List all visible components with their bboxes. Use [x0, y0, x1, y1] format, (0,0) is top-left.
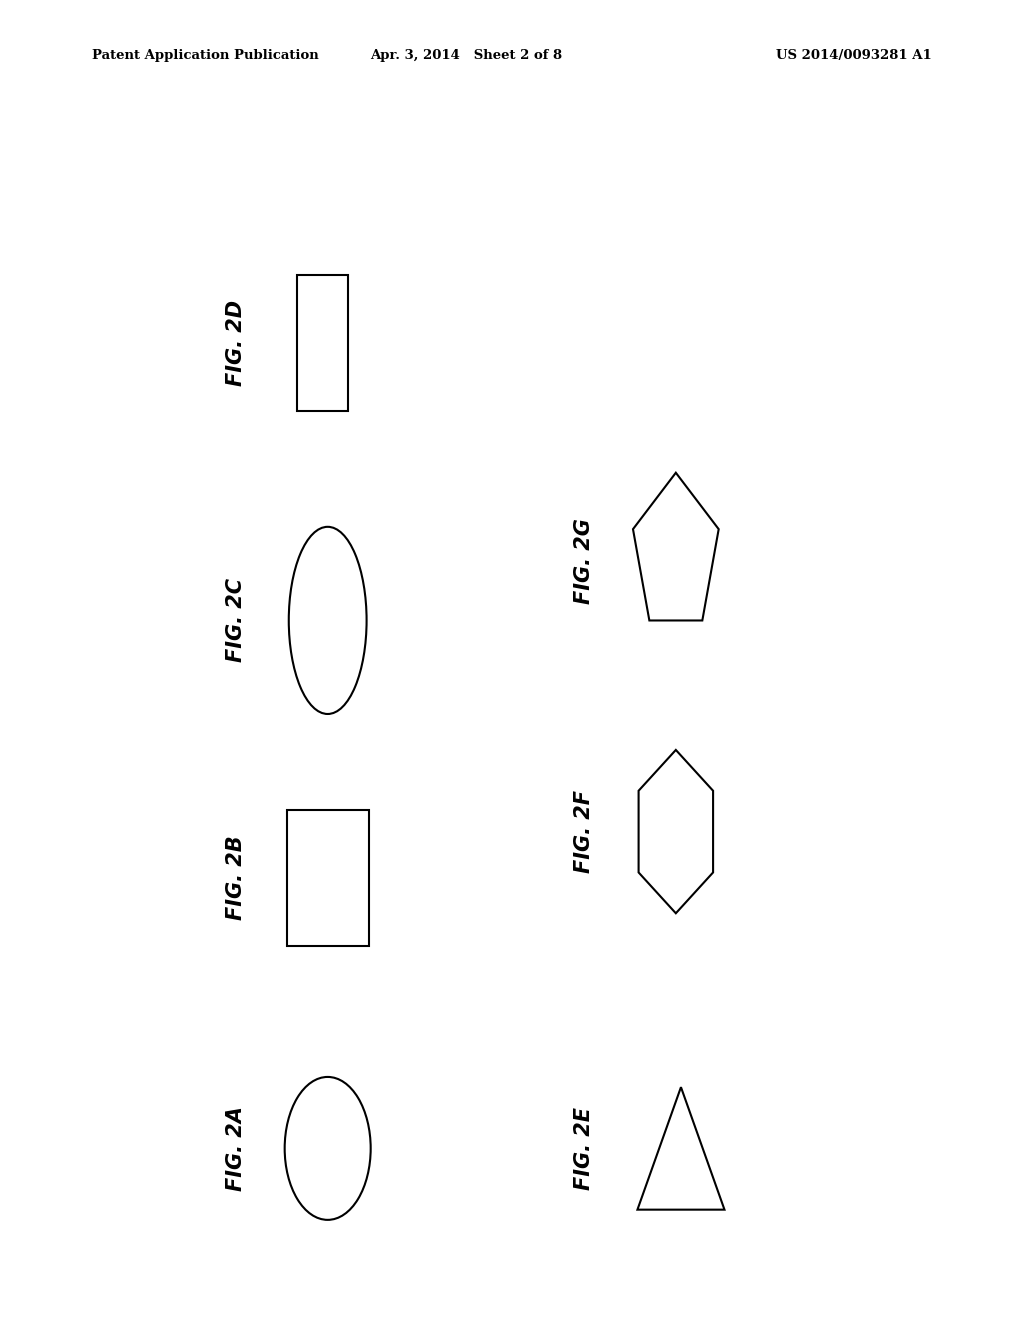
Text: FIG. 2D: FIG. 2D: [225, 300, 246, 387]
Text: FIG. 2C: FIG. 2C: [225, 578, 246, 663]
Text: Patent Application Publication: Patent Application Publication: [92, 49, 318, 62]
Bar: [297, 275, 348, 412]
Bar: [287, 809, 369, 946]
Text: Apr. 3, 2014   Sheet 2 of 8: Apr. 3, 2014 Sheet 2 of 8: [370, 49, 562, 62]
Text: FIG. 2A: FIG. 2A: [225, 1106, 246, 1191]
Text: FIG. 2B: FIG. 2B: [225, 836, 246, 920]
Text: FIG. 2G: FIG. 2G: [573, 517, 594, 605]
Text: FIG. 2F: FIG. 2F: [573, 791, 594, 873]
Text: US 2014/0093281 A1: US 2014/0093281 A1: [776, 49, 932, 62]
Text: FIG. 2E: FIG. 2E: [573, 1107, 594, 1189]
